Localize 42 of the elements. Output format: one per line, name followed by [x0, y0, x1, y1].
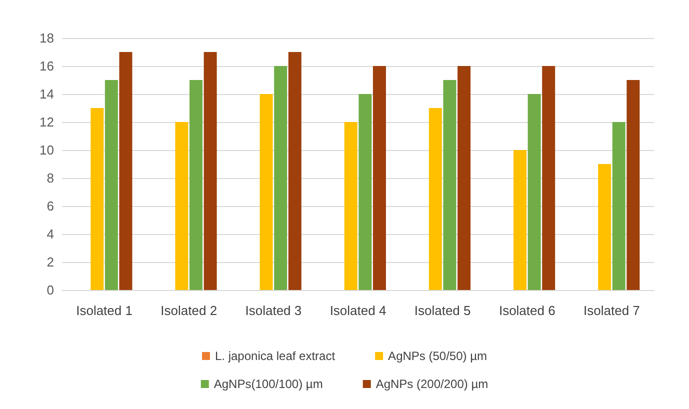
x-tick-label: Isolated 1: [76, 303, 132, 318]
y-tick-label: 8: [46, 170, 54, 186]
bar: [372, 66, 386, 290]
legend-label: AgNPs (50/50) µm: [388, 349, 488, 363]
x-tick-label: Isolated 2: [160, 303, 218, 318]
legend-label: AgNPs (200/200) µm: [376, 377, 488, 391]
x-tick-label: Isolated 3: [245, 303, 302, 318]
y-tick-label: 18: [40, 30, 54, 46]
bar: [428, 108, 442, 290]
bar: [344, 122, 358, 290]
bar: [190, 80, 203, 290]
y-tick-label: 6: [46, 198, 54, 214]
bar: [626, 80, 640, 290]
x-tick-label: Isolated 7: [584, 303, 640, 318]
bar: [288, 52, 302, 290]
bar: [528, 94, 541, 290]
bar: [542, 66, 556, 290]
bar: [90, 108, 104, 290]
legend-label: AgNPs(100/100) µm: [214, 377, 323, 391]
y-tick-label: 2: [46, 254, 54, 270]
bar: [443, 80, 456, 290]
bar: [598, 164, 612, 290]
bar: [513, 150, 526, 290]
bar: [175, 122, 188, 290]
y-tick-label: 4: [46, 226, 54, 242]
bar: [458, 66, 471, 290]
bar: [119, 52, 132, 290]
legend-label: L. japonica leaf extract: [214, 349, 336, 363]
y-tick-label: 0: [46, 282, 54, 298]
bar: [204, 52, 217, 290]
bar: [260, 94, 273, 290]
x-tick-label: Isolated 6: [498, 303, 556, 318]
y-tick-label: 16: [40, 58, 54, 74]
bar: [612, 122, 626, 290]
x-tick-label: Isolated 4: [330, 303, 386, 318]
bar: [274, 66, 288, 290]
y-tick-label: 10: [40, 142, 54, 158]
bar: [104, 80, 118, 290]
y-tick-label: 12: [40, 114, 54, 130]
x-tick-label: Isolated 5: [414, 303, 471, 318]
bar: [358, 94, 372, 290]
y-tick-label: 14: [40, 86, 54, 102]
